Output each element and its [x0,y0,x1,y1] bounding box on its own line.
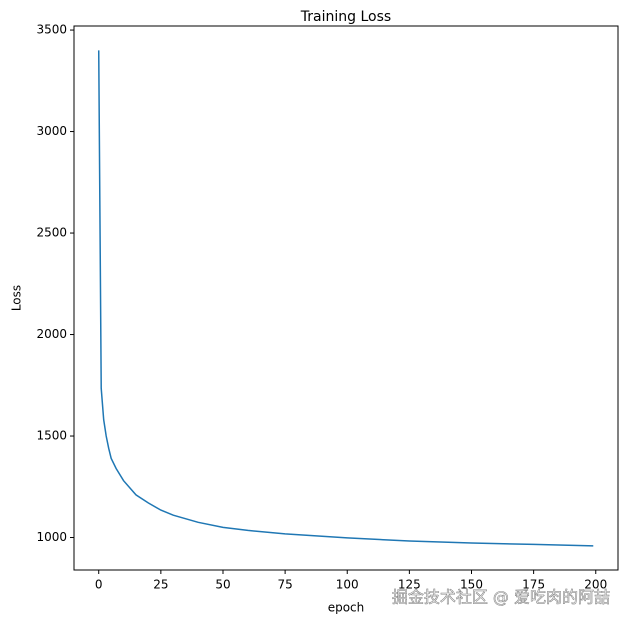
watermark: 掘金技术社区 @ 爱吃肉的阿喆 [392,588,610,607]
y-axis-label: Loss [10,285,24,311]
line [97,50,594,547]
chart-title: Training Loss [300,9,391,25]
x-tick-label: 125 [398,578,421,592]
y-tick-label: 2500 [36,226,67,240]
x-tick-label: 75 [277,578,292,592]
x-tick-label: 25 [153,578,168,592]
x-axis-label: epoch [328,601,365,615]
plot-frame [73,25,619,571]
y-tick-label: 1000 [36,530,67,544]
x-tick-label: 150 [460,578,483,592]
x-tick-label: 175 [522,578,545,592]
y-tick-label: 3500 [36,23,67,37]
y-tick-label: 1500 [36,429,67,443]
x-tick-label: 100 [336,578,359,592]
x-tick-label: 200 [584,578,607,592]
y-tick-label: 2000 [36,327,67,341]
x-tick-label: 50 [215,578,230,592]
x-tick-label: 0 [95,578,103,592]
y-tick-label: 3000 [36,124,67,138]
